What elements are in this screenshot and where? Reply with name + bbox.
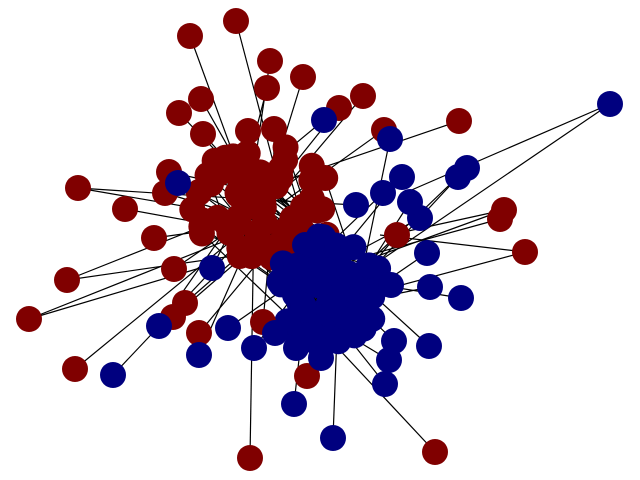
graph-edge [269, 120, 460, 187]
graph-node-blue [100, 362, 126, 388]
graph-node-blue [417, 274, 443, 300]
graph-node-red [16, 306, 42, 332]
graph-node-blue [290, 292, 317, 319]
graph-node-blue [414, 240, 440, 266]
graph-node-red [141, 225, 167, 251]
graph-node-red [446, 108, 472, 134]
graph-node-blue [266, 268, 293, 295]
graph-edge [399, 103, 611, 196]
graph-node-blue [308, 345, 334, 371]
graph-node-red [62, 356, 88, 382]
graph-node-red [290, 64, 316, 90]
graph-node-blue [146, 313, 172, 339]
node-layer [16, 8, 623, 471]
graph-node-red [161, 256, 187, 282]
graph-node-red [186, 320, 212, 346]
graph-node-blue [381, 328, 407, 354]
graph-node-blue [186, 342, 212, 368]
graph-node-red [65, 175, 91, 201]
graph-node-red [166, 100, 192, 126]
graph-node-red [294, 363, 320, 389]
graph-node-red [512, 239, 538, 265]
graph-node-blue [377, 126, 403, 152]
graph-node-blue [355, 252, 382, 279]
graph-node-blue [340, 234, 367, 261]
graph-node-blue [448, 285, 474, 311]
graph-node-red [190, 121, 216, 147]
graph-node-red [213, 211, 240, 238]
graph-node-red [289, 193, 316, 220]
graph-node-red [212, 144, 239, 171]
graph-node-blue [241, 335, 267, 361]
graph-edge [347, 103, 611, 284]
graph-node-red [257, 48, 283, 74]
graph-node-blue [597, 91, 623, 117]
graph-node-red [250, 232, 277, 259]
graph-node-blue [321, 291, 348, 318]
graph-node-blue [378, 272, 404, 298]
graph-node-blue [325, 328, 352, 355]
graph-node-red [226, 235, 253, 262]
graph-node-blue [445, 164, 471, 190]
graph-node-red [188, 86, 214, 112]
graph-node-red [223, 8, 249, 34]
graph-node-red [237, 445, 263, 471]
graph-node-blue [283, 335, 309, 361]
graph-node-red [487, 206, 513, 232]
graph-node-blue [165, 170, 191, 196]
graph-node-blue [310, 257, 337, 284]
graph-node-blue [370, 180, 396, 206]
graph-node-blue [283, 252, 310, 279]
graph-node-blue [359, 283, 386, 310]
graph-node-red [254, 75, 280, 101]
graph-node-red [298, 167, 325, 194]
graph-node-blue [199, 255, 225, 281]
graph-node-red [231, 159, 258, 186]
graph-node-red [112, 196, 138, 222]
graph-node-red [189, 207, 216, 234]
graph-node-blue [372, 371, 398, 397]
graph-node-blue [281, 391, 307, 417]
graph-node-red [194, 162, 221, 189]
graph-node-red [225, 181, 252, 208]
graph-node-red [261, 116, 287, 142]
graph-node-blue [311, 107, 337, 133]
graph-node-blue [416, 333, 442, 359]
graph-node-blue [397, 189, 423, 215]
graph-node-blue [389, 164, 415, 190]
graph-node-red [422, 439, 448, 465]
graph-node-blue [262, 320, 288, 346]
graph-node-red [235, 118, 261, 144]
graph-node-blue [215, 315, 241, 341]
graph-node-red [350, 83, 376, 109]
graph-node-blue [343, 192, 369, 218]
graph-node-blue [320, 425, 346, 451]
graph-node-red [54, 267, 80, 293]
graph-node-red [384, 222, 410, 248]
graph-node-red [177, 23, 203, 49]
